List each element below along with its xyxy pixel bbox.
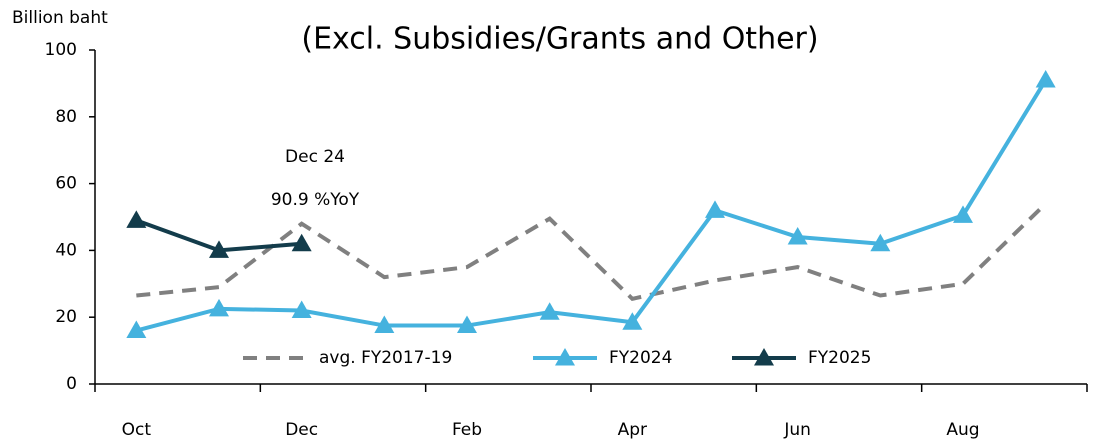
x-tick-label: Feb (452, 420, 482, 440)
marker (622, 312, 643, 330)
series-line (136, 202, 1048, 302)
marker (539, 302, 560, 320)
marker (126, 320, 147, 339)
y-tick-label: 0 (66, 374, 77, 394)
x-tick-label: Oct (122, 420, 152, 440)
marker (209, 240, 229, 258)
y-tick-label: 100 (45, 40, 77, 60)
x-tick-label: Apr (618, 420, 647, 440)
marker (787, 227, 808, 245)
marker (870, 233, 891, 252)
marker (126, 210, 147, 228)
marker (953, 205, 973, 223)
x-tick-label: Dec (285, 420, 318, 440)
annotation: Dec 24 (285, 147, 345, 167)
y-tick-label: 20 (55, 307, 77, 327)
marker (705, 200, 725, 218)
x-tick-label: Aug (946, 420, 979, 440)
legend-label: avg. FY2017-19 (319, 348, 452, 368)
y-axis-label: Billion baht (12, 8, 108, 28)
legend-label: FY2025 (808, 348, 871, 368)
marker (291, 300, 312, 319)
y-tick-label: 40 (55, 240, 77, 260)
marker (457, 315, 477, 334)
y-tick-label: 80 (55, 107, 77, 127)
legend-marker (555, 348, 575, 366)
annotation: 90.9 %YoY (271, 190, 360, 210)
marker (209, 298, 229, 317)
marker (1035, 70, 1056, 88)
marker (291, 233, 312, 252)
legend-marker (754, 348, 774, 366)
series-line (135, 79, 1048, 333)
x-tick-label: Jun (783, 420, 811, 440)
chart-title: (Excl. Subsidies/Grants and Other) (301, 22, 818, 57)
marker (374, 315, 395, 334)
y-tick-label: 60 (55, 174, 77, 194)
legend-label: FY2024 (609, 348, 672, 368)
